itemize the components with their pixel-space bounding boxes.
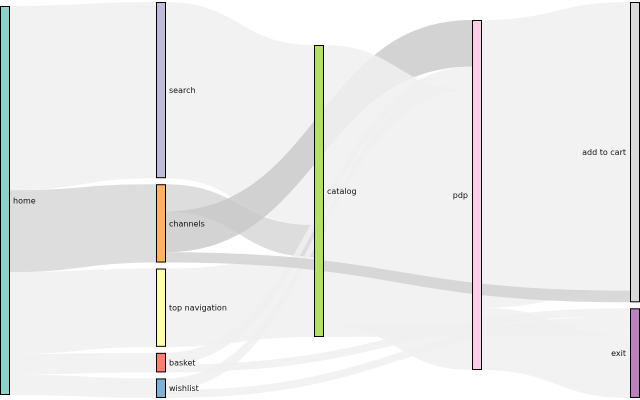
- node-basket: [156, 352, 166, 373]
- node-label-add-to-cart: add to cart: [582, 148, 626, 157]
- link-catalog-to-pdp: [323, 45, 472, 370]
- node-add-to-cart: [630, 2, 640, 303]
- node-label-channels: channels: [169, 219, 205, 228]
- node-pdp: [472, 20, 482, 370]
- link-home-to-basket: [9, 352, 156, 375]
- link-pdp-to-exit: [481, 307, 630, 398]
- node-wishlist: [156, 378, 166, 398]
- node-home: [0, 6, 10, 395]
- node-channels: [156, 184, 166, 263]
- link-pdp-to-add_to_cart: [481, 2, 630, 308]
- node-label-wishlist: wishlist: [169, 384, 199, 393]
- node-top-navigation: [156, 268, 166, 347]
- link-home-to-top_navigation: [9, 268, 156, 355]
- link-home-to-channels: [9, 184, 156, 273]
- node-search: [156, 2, 166, 179]
- node-label-pdp: pdp: [453, 191, 468, 200]
- node-label-catalog: catalog: [327, 187, 357, 196]
- node-label-top-navigation: top navigation: [169, 304, 227, 313]
- link-home-to-wishlist: [9, 374, 156, 398]
- link-top_navigation-to-catalog: [165, 257, 314, 347]
- link-home-to-search: [9, 2, 156, 191]
- link-wishlist-to-exit: [165, 316, 630, 398]
- link-channels-to-add_to_cart: [165, 252, 630, 303]
- node-catalog: [314, 45, 324, 337]
- node-label-search: search: [169, 86, 196, 95]
- node-exit: [630, 308, 640, 398]
- node-label-exit: exit: [611, 349, 626, 358]
- node-label-basket: basket: [169, 359, 196, 368]
- node-label-home: home: [13, 197, 36, 206]
